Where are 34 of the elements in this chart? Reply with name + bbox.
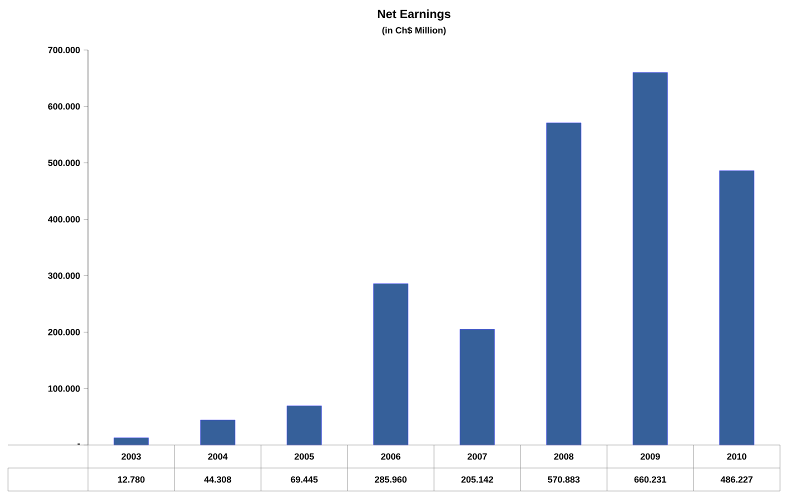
x-tick-label: 2007 xyxy=(468,453,487,460)
y-tick-label: 600.000 xyxy=(48,103,80,110)
bar xyxy=(200,420,236,446)
y-tick-label: 500.000 xyxy=(48,160,80,166)
bar xyxy=(286,406,322,446)
bar xyxy=(114,438,149,446)
data-label: 12.780 xyxy=(118,476,145,483)
data-label: 69.445 xyxy=(290,476,318,483)
bar xyxy=(632,72,668,446)
chart-subtitle: (in Ch$ Million) xyxy=(382,26,446,36)
x-tick-label: 2004 xyxy=(208,453,228,460)
x-tick-label: 2005 xyxy=(294,453,314,460)
data-label: 44.308 xyxy=(204,476,232,483)
data-label: 285.960 xyxy=(374,476,407,483)
y-tick-label: 200.000 xyxy=(48,328,80,336)
x-tick-label: 2006 xyxy=(381,453,400,460)
chart-title: Net Earnings xyxy=(378,9,450,21)
bar xyxy=(546,122,582,446)
x-tick-label: 2008 xyxy=(554,453,574,460)
data-label: 570.883 xyxy=(548,476,580,483)
data-label: 205.142 xyxy=(461,476,494,483)
x-tick-label: 2009 xyxy=(640,453,660,460)
y-tick-label: - xyxy=(78,444,80,445)
y-tick-label: 400.000 xyxy=(48,216,80,222)
y-tick-label: 300.000 xyxy=(48,272,80,279)
bar xyxy=(719,170,754,446)
bar xyxy=(373,283,408,446)
y-tick-label: 700.000 xyxy=(48,46,80,54)
x-tick-label: 2003 xyxy=(122,453,141,460)
data-label: 660.231 xyxy=(634,476,666,483)
y-tick-label: 100.000 xyxy=(48,385,80,392)
bar xyxy=(460,329,495,446)
data-label: 486.227 xyxy=(720,476,753,483)
x-tick-label: 2010 xyxy=(727,453,746,460)
